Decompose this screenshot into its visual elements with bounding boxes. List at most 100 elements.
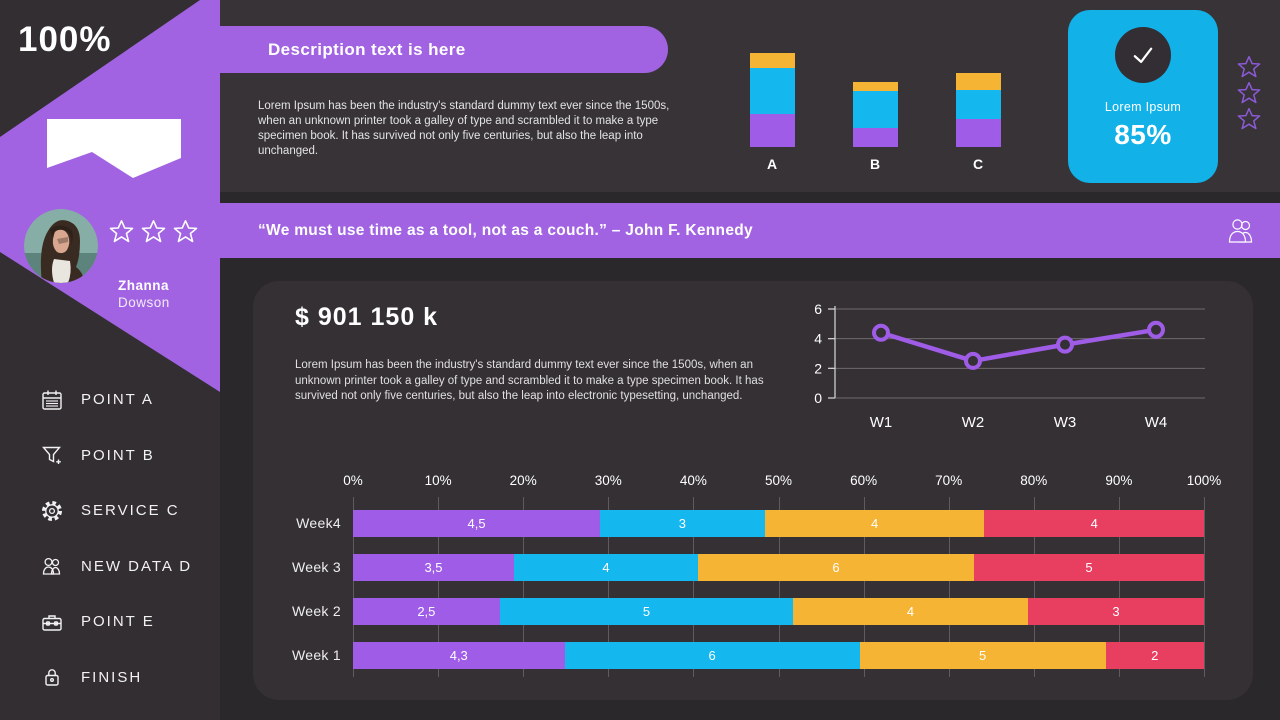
hbar-xtick: 100% — [1186, 473, 1222, 488]
hbar-row-label: Week 1 — [291, 647, 341, 663]
hbar-gridline — [523, 497, 525, 677]
mini-bar-label: B — [869, 156, 882, 172]
line-chart-ytick: 4 — [814, 331, 822, 347]
hbar-xtick: 30% — [594, 473, 622, 488]
mini-segment-purple — [853, 128, 898, 147]
score-card-value: 85% — [1114, 119, 1172, 150]
sidebar-item-service-c[interactable]: SERVICE C — [0, 483, 220, 539]
profile-rating-stars — [108, 218, 199, 245]
mini-stacked-chart: A B C — [750, 53, 1001, 172]
hbar-segment-cyan: 3 — [600, 510, 765, 537]
hbar-xtick: 80% — [1020, 473, 1048, 488]
line-chart-xtick: W2 — [962, 414, 985, 431]
star-icon — [1237, 55, 1261, 78]
main-card: $ 901 150 k Lorem Ipsum has been the ind… — [253, 281, 1253, 700]
sidebar-item-label: POINT E — [81, 613, 155, 631]
star-icon — [1237, 107, 1261, 130]
hbar-segment-cyan: 5 — [499, 598, 794, 625]
hbar-xtick: 90% — [1105, 473, 1133, 488]
line-chart-xtick: W4 — [1145, 414, 1168, 431]
mini-segment-yellow — [853, 82, 898, 91]
purple-triangle-decor — [0, 0, 220, 392]
hbar-segment-yellow: 5 — [859, 642, 1106, 669]
star-icon — [173, 220, 198, 243]
hbar-segment-purple: 4,5 — [353, 510, 601, 537]
hbar-gridline — [693, 497, 695, 677]
description-pill: Description text is here — [220, 26, 668, 73]
star-icon — [1237, 81, 1261, 104]
mini-bar-C: C — [956, 73, 1001, 172]
hbar-gridline — [1118, 497, 1120, 677]
line-chart-ytick: 0 — [814, 390, 822, 406]
hbar-row-label: Week 2 — [291, 603, 341, 619]
hbar-segment-purple: 4,3 — [353, 642, 565, 669]
card-paragraph: Lorem Ipsum has been the industry's stan… — [295, 359, 764, 402]
top-paragraph: Lorem Ipsum has been the industry's stan… — [258, 100, 670, 157]
hbar-row-week2: 2,5 5 4 3 — [353, 598, 1204, 625]
decor-stars — [1236, 54, 1262, 132]
sidebar-item-label: POINT A — [81, 391, 154, 409]
hbar-gridline — [863, 497, 865, 677]
line-chart-point-W4 — [1147, 320, 1165, 339]
people-icon — [42, 558, 61, 575]
hbar-xtick: 0% — [343, 473, 363, 488]
line-chart-xtick: W3 — [1054, 414, 1077, 431]
mini-bar-label: A — [766, 156, 779, 172]
check-circle — [1115, 27, 1171, 83]
profile-last-name: Dowson — [118, 295, 170, 310]
sidebar-item-point-b[interactable]: POINT B — [0, 428, 220, 484]
hbar-segment-red: 4 — [984, 510, 1204, 537]
line-chart-ytick: 6 — [814, 301, 822, 317]
hbar-segment-purple: 3,5 — [353, 554, 514, 581]
sidebar: 100% Zhanna Dows — [0, 0, 220, 720]
quote-banner: “We must use time as a tool, not as a co… — [220, 203, 1280, 258]
ribbon-icon — [47, 119, 181, 178]
avatar — [24, 209, 98, 283]
sidebar-item-point-a[interactable]: POINT A — [0, 372, 220, 428]
top-panel: Description text is here Lorem Ipsum has… — [220, 0, 1280, 192]
line-chart-point-W2 — [964, 351, 982, 370]
score-card-label: Lorem Ipsum — [1104, 100, 1182, 114]
sidebar-item-label: NEW DATA D — [81, 557, 193, 575]
mini-bar-A: A — [750, 53, 795, 172]
hbar-segment-yellow: 6 — [698, 554, 974, 581]
description-pill-title: Description text is here — [268, 39, 466, 59]
mini-segment-yellow — [750, 53, 795, 68]
mini-segment-yellow — [956, 73, 1001, 90]
mini-segment-cyan — [750, 68, 795, 114]
hbar-row-week4: 4,5 3 4 4 — [353, 510, 1204, 537]
sidebar-item-finish[interactable]: FINISH — [0, 650, 220, 706]
hbar-gridline — [1033, 497, 1035, 677]
mini-bar-label: C — [972, 156, 985, 172]
gear-icon — [42, 500, 62, 521]
hbar-xtick: 70% — [935, 473, 963, 488]
hbar-xtick: 10% — [424, 473, 452, 488]
mini-segment-cyan — [853, 91, 898, 128]
hbar-xtick: 50% — [764, 473, 793, 488]
funnel-icon — [41, 447, 62, 465]
quote: “We must use time as a tool, not as a co… — [258, 221, 608, 239]
hbar-segment-purple: 2,5 — [353, 598, 500, 625]
hbar-segment-red: 5 — [974, 554, 1204, 581]
sidebar-item-point-e[interactable]: POINT E — [0, 594, 220, 650]
line-chart-point-W1 — [872, 323, 890, 342]
star-icon — [109, 220, 134, 243]
users-icon — [1228, 219, 1253, 243]
hbar-gridline — [778, 497, 780, 677]
weekly-line-chart: 0 2 4 6 W1 W2 W3 W4 — [814, 301, 1205, 431]
progress-percent: 100% — [18, 20, 112, 59]
hbar-gridline — [948, 497, 950, 677]
star-icon — [141, 220, 166, 243]
mini-segment-purple — [956, 119, 1001, 147]
mini-segment-cyan — [956, 90, 1001, 119]
calendar-icon — [42, 390, 62, 410]
mini-bar-B: B — [853, 82, 898, 172]
sidebar-item-new-data-d[interactable]: NEW DATA D — [0, 539, 220, 595]
hbar-segment-cyan: 6 — [564, 642, 860, 669]
hbar-row-week3: 3,5 4 6 5 — [353, 554, 1204, 581]
hbar-segment-yellow: 4 — [764, 510, 985, 537]
sidebar-item-label: POINT B — [81, 446, 155, 464]
check-icon — [1133, 47, 1153, 63]
line-chart-point-W3 — [1056, 335, 1074, 354]
quote-text: “We must use time as a tool, not as a co… — [258, 222, 753, 240]
